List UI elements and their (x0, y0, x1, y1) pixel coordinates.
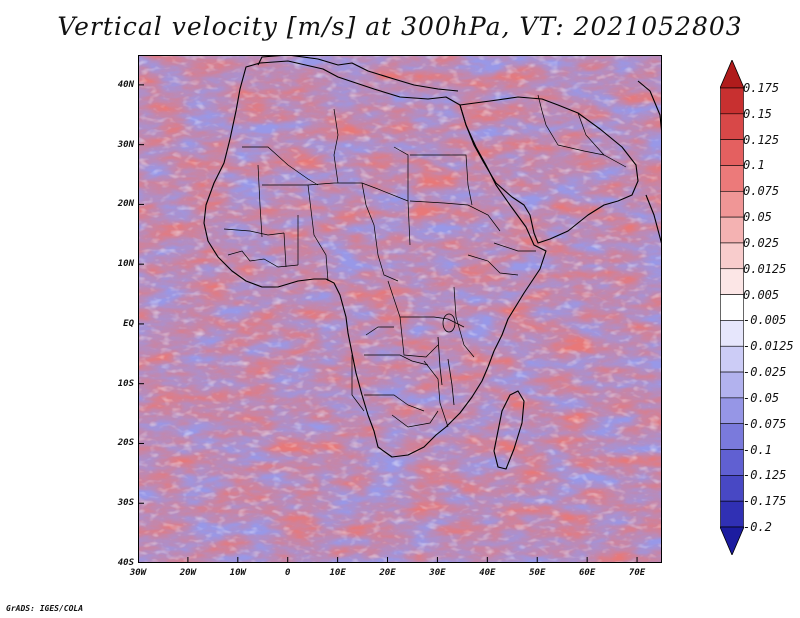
lon-tick-label: 20W (179, 568, 197, 578)
colorbar-label: -0.05 (743, 390, 780, 405)
colorbar-label: 0.1 (743, 158, 765, 173)
colorbar-swatch (720, 345, 744, 373)
country-borders (223, 94, 627, 428)
colorbar-swatch (720, 139, 744, 166)
map-svg (138, 55, 662, 563)
colorbar-swatch (720, 216, 744, 244)
colorbar-swatch (720, 87, 744, 115)
colorbar-label: 0.15 (743, 106, 772, 121)
colorbar-label: 0.075 (743, 184, 780, 199)
colorbar-label: -0.2 (743, 520, 772, 534)
lat-tick-label: 10S (117, 378, 134, 389)
colorbar-label: -0.005 (743, 313, 787, 328)
colorbar-swatch (720, 449, 744, 476)
colorbar-label: -0.0125 (743, 339, 794, 354)
lat-tick-label: 40N (117, 79, 134, 90)
lakes (437, 313, 456, 406)
colorbar-swatch (720, 294, 744, 321)
lat-tick-label: EQ (123, 318, 134, 329)
colorbar-swatch (720, 371, 744, 399)
colorbar-label: -0.175 (743, 494, 787, 509)
lon-tick-label: 0 (284, 568, 291, 578)
lon-tick-label: 30W (129, 568, 147, 578)
colorbar-label: -0.025 (743, 365, 787, 380)
colorbar-svg (719, 58, 745, 557)
colorbar-swatch (720, 397, 744, 425)
colorbar-label: 0.125 (743, 132, 780, 147)
chart-title: Vertical velocity [m/s] at 300hPa, VT: 2… (57, 12, 743, 41)
lon-tick-label: 70E (628, 568, 646, 578)
colorbar-bottom-triangle (719, 526, 745, 557)
colorbar-label: 0.0125 (743, 261, 787, 276)
colorbar-swatch (720, 190, 744, 218)
lon-tick-label: 30E (429, 568, 446, 578)
field-white-filaments (138, 55, 662, 563)
axis-tick-marks (138, 84, 638, 563)
lon-tick-label: 60E (579, 568, 596, 578)
colorbar-label: -0.1 (743, 442, 772, 457)
colorbar-swatch (720, 500, 744, 528)
colorbar-swatch (720, 268, 744, 295)
colorbar-top-triangle (719, 58, 745, 89)
lat-tick-label: 10N (117, 259, 134, 270)
colorbar-label: 0.025 (743, 235, 780, 250)
colorbar-swatch (720, 165, 744, 192)
colorbar-label: 0.005 (743, 287, 780, 302)
plot-frame (138, 55, 662, 563)
lon-tick-label: 10W (229, 568, 246, 578)
lon-tick-label: 20E (379, 568, 396, 578)
lon-tick-label: 50E (529, 568, 546, 578)
lon-tick-label: 10E (329, 568, 346, 578)
lat-tick-label: 20N (117, 199, 134, 210)
colorbar-swatch (720, 113, 744, 140)
lat-tick-label: 30N (117, 139, 134, 150)
colorbar-swatch (720, 320, 744, 347)
lat-tick-label: 20S (117, 438, 134, 449)
colorbar (719, 58, 745, 557)
colorbar-label: 0.05 (743, 210, 772, 225)
lat-tick-label: 40S (117, 558, 134, 568)
colorbar-swatch (720, 423, 744, 450)
colorbar-swatch (720, 475, 744, 502)
lon-tick-label: 40E (479, 568, 496, 578)
colorbar-swatch (720, 242, 744, 270)
colorbar-label: -0.125 (743, 468, 787, 483)
lat-tick-label: 30S (117, 498, 134, 509)
colorbar-label: 0.175 (743, 81, 780, 95)
colorbar-label: -0.075 (743, 416, 787, 431)
footer-credit: GrADS: IGES/COLA (6, 604, 84, 613)
map-plot-area[interactable] (138, 55, 662, 563)
